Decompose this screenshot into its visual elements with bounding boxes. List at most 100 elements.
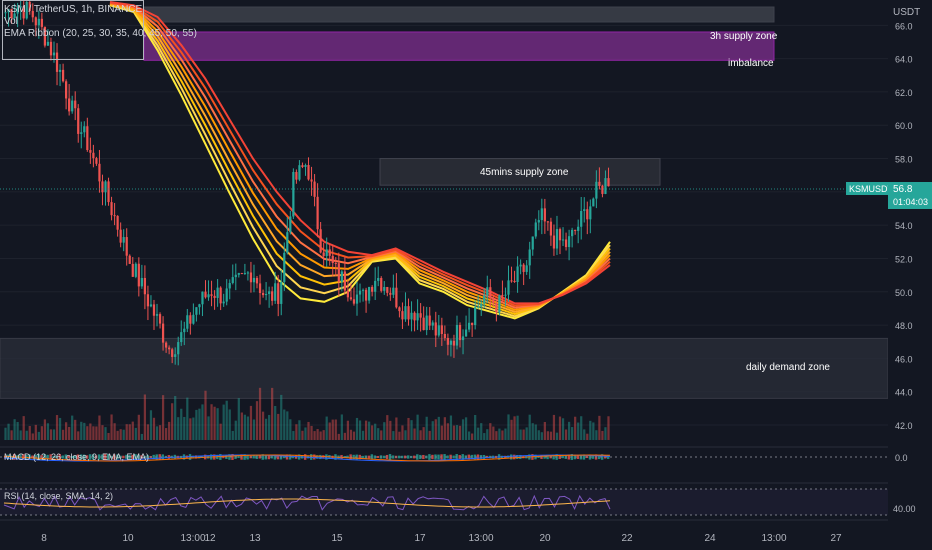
candle-body [231, 277, 234, 283]
volume-bar [125, 424, 128, 440]
volume-bar [83, 422, 86, 440]
macd-label: MACD (12, 26, close, 9, EMA, EMA) [4, 452, 149, 462]
candle-body [152, 304, 156, 316]
time-tick: 13:00 [180, 533, 205, 544]
candle-body [113, 215, 116, 217]
macd-bar [573, 454, 577, 460]
ema-ribbon-legend[interactable]: EMA Ribbon (20, 25, 30, 35, 40, 45, 50, … [4, 28, 197, 39]
candle-body [189, 315, 192, 324]
candle-body [425, 315, 428, 331]
candle-body [383, 286, 386, 291]
candle-body [86, 126, 89, 151]
candle-body [307, 164, 310, 180]
ema-line [109, 4, 611, 320]
volume-bar [361, 430, 365, 440]
candle-body [571, 229, 574, 237]
volume-bar [213, 406, 216, 440]
volume-bar [28, 425, 31, 440]
volume-bar [140, 433, 143, 440]
candle-body [589, 206, 592, 220]
candle-body [83, 126, 86, 133]
volume-bar [171, 403, 174, 440]
volume-bar [358, 420, 362, 440]
candle-body [271, 291, 274, 301]
candle-body [137, 263, 140, 287]
candle-body [504, 294, 507, 296]
volume-bar [564, 429, 568, 440]
macd-bar [58, 454, 61, 460]
volume-bar [567, 421, 571, 440]
macd-panel [0, 454, 888, 462]
volume-bar [152, 417, 156, 440]
macd-bar [282, 455, 286, 459]
volume-bar [537, 430, 540, 440]
price-axis[interactable]: USDT 66.064.062.060.058.056.054.052.050.… [888, 0, 932, 550]
volume-bar [449, 415, 453, 440]
macd-bar [413, 455, 416, 459]
macd-bar [382, 455, 386, 459]
badge-price: 56.8 [893, 184, 913, 195]
candle-body [434, 322, 437, 336]
candle-body [174, 354, 177, 357]
volume-bar [416, 414, 419, 440]
volume-bar [143, 394, 147, 440]
candle-body [101, 181, 104, 193]
candle-body [440, 325, 443, 334]
zone-label-imbalance: imbalance [728, 58, 774, 69]
ema-line [109, 2, 611, 311]
volume-bar [89, 423, 92, 440]
candle-body [392, 287, 395, 295]
volume-bar [146, 424, 150, 440]
time-tick: 17 [414, 533, 426, 544]
ema-line [109, 2, 611, 309]
volume-bar [404, 430, 407, 440]
volume-bar [431, 421, 434, 440]
candle-body [552, 235, 556, 249]
volume-bar [95, 426, 98, 440]
volume-bar [583, 429, 586, 440]
macd-bar [52, 455, 55, 459]
macd-bar [31, 455, 34, 459]
candles-layer [4, 0, 610, 366]
macd-bar [446, 455, 449, 459]
candle-body [261, 292, 265, 296]
macd-bar [273, 454, 277, 460]
macd-bar [367, 455, 371, 459]
macd-bar [43, 454, 46, 460]
volume-bar [210, 404, 213, 440]
volume-bar [316, 429, 319, 440]
macd-bar [37, 454, 40, 460]
candle-body [537, 220, 540, 223]
candle-body [313, 181, 316, 197]
price-tick: 44.0 [895, 388, 913, 398]
macd-bar [537, 455, 540, 459]
candle-body [386, 286, 389, 293]
macd-bar [552, 454, 555, 460]
macd-bar [567, 454, 571, 460]
candle-body [134, 263, 137, 277]
candle-body [601, 185, 604, 194]
volume-bar [304, 427, 307, 440]
volume-bar [186, 397, 189, 440]
vol-legend[interactable]: Vol [4, 16, 18, 27]
candle-body [274, 283, 277, 301]
volume-bar [352, 431, 356, 440]
ema-line [109, 3, 611, 316]
candle-body [107, 181, 110, 203]
volume-bar [328, 422, 331, 440]
candle-body [501, 294, 504, 296]
volume-bar [534, 424, 537, 440]
candle-body [155, 314, 159, 316]
symbol-legend[interactable]: KSM / TetherUS, 1h, BINANCE [4, 4, 143, 15]
macd-bar [561, 455, 564, 459]
volume-bar [452, 425, 456, 440]
rsi-panel [0, 488, 888, 516]
volume-bar [234, 420, 237, 440]
candle-body [131, 263, 134, 277]
price-tick: 54.0 [895, 221, 913, 231]
time-tick: 10 [122, 533, 134, 544]
candle-body [183, 328, 186, 333]
